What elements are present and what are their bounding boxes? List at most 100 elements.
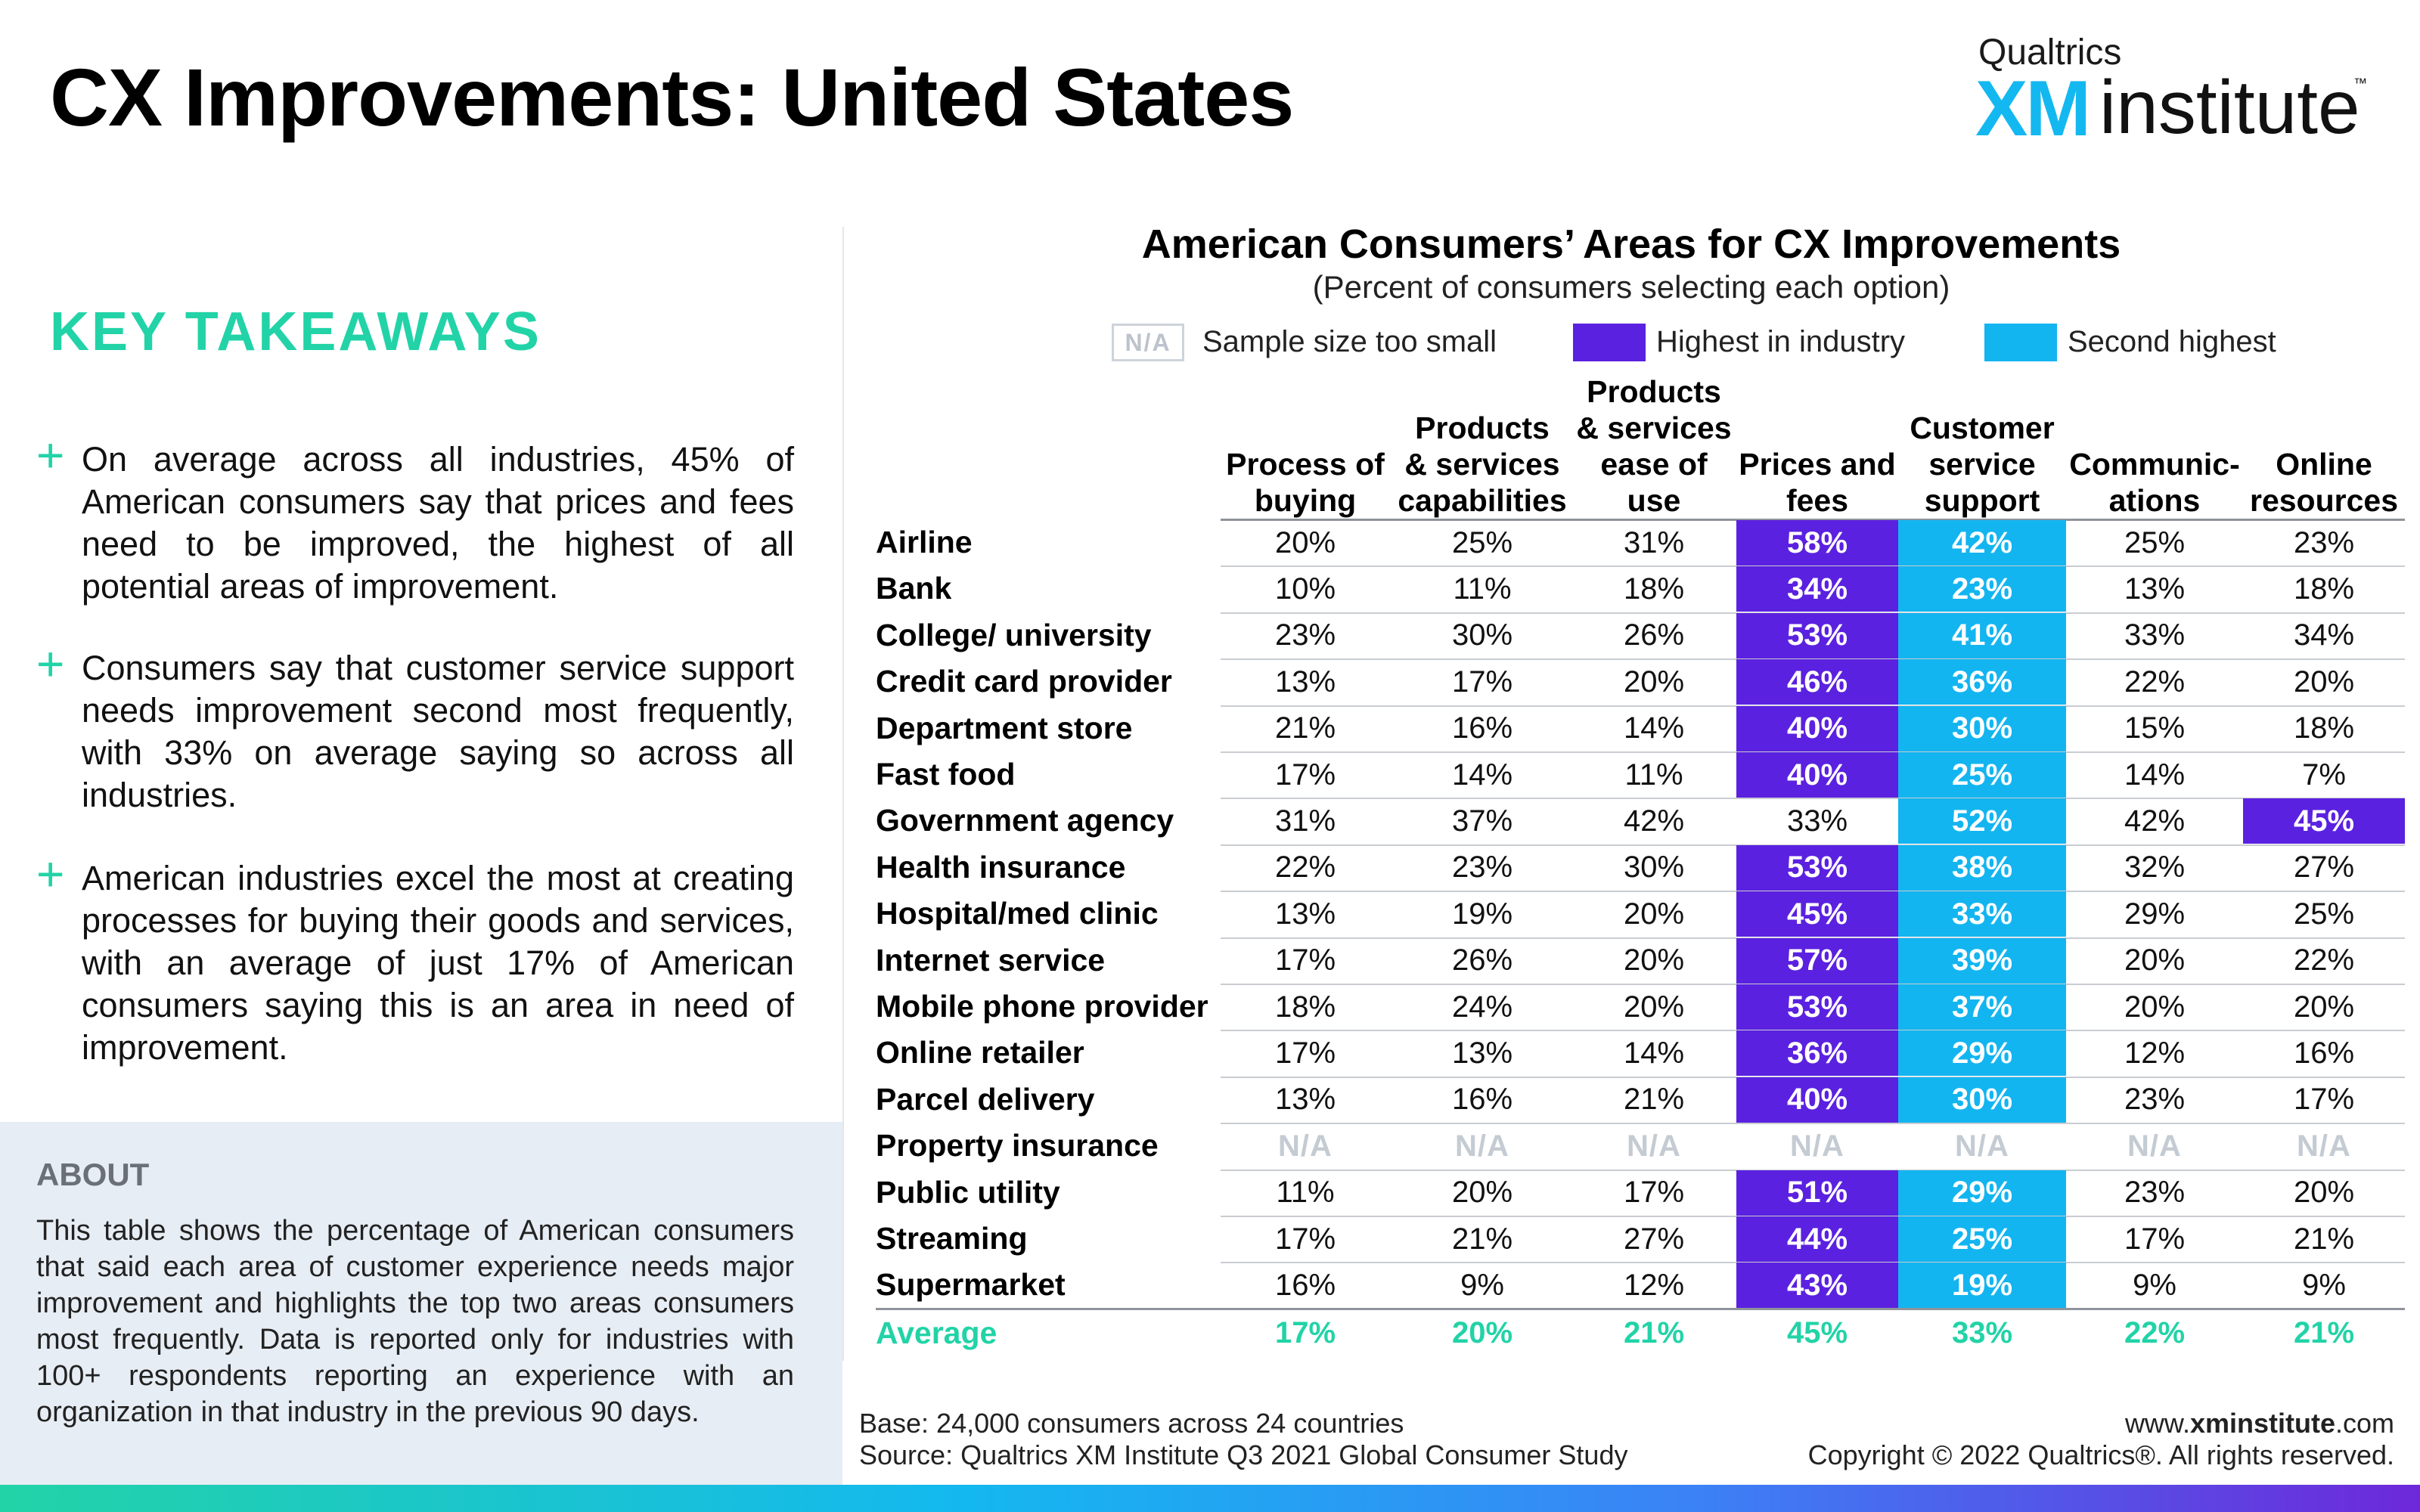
table-cell: 20% (1623, 990, 1685, 1024)
table-cell: 22% (2124, 665, 2186, 699)
footer-url[interactable]: www.xminstitute.com (2124, 1408, 2394, 1439)
takeaway-item: + Consumers say that customer service su… (36, 640, 794, 816)
table-cell: 53% (1736, 984, 1898, 1030)
table-cell: 11% (1624, 758, 1683, 792)
table-cell: 20% (1623, 665, 1685, 699)
table-cell: 21% (1623, 1083, 1685, 1117)
page-title: CX Improvements: United States (50, 51, 1294, 143)
table-cell: 38% (1898, 844, 2066, 891)
table-cell: 24% (1451, 990, 1513, 1024)
table-cell: 51% (1736, 1170, 1898, 1216)
table-cell: N/A (1955, 1129, 2009, 1163)
table-cell: 9% (2302, 1268, 2346, 1302)
table-cell: 16% (1451, 711, 1513, 745)
about-text: This table shows the percentage of Ameri… (36, 1215, 794, 1428)
table-cell: N/A (1790, 1129, 1844, 1163)
row-label: Bank (876, 571, 952, 606)
table-cell: N/A (1455, 1129, 1509, 1163)
table-cell: 53% (1736, 612, 1898, 658)
table-cell: 9% (1460, 1268, 1504, 1302)
table-cell: 40% (1736, 1077, 1898, 1123)
average-row-label: Average (876, 1315, 997, 1350)
column-header: Prices and fees (1739, 447, 1896, 518)
table-cell: 36% (1736, 1030, 1898, 1077)
table-cell: 30% (1898, 1077, 2066, 1123)
table-cell: 30% (1451, 618, 1513, 652)
table-cell: 21% (1451, 1222, 1513, 1256)
row-label: Parcel delivery (876, 1081, 1095, 1117)
row-label: Online retailer (876, 1035, 1084, 1070)
table-cell: 7% (2302, 758, 2346, 792)
table-cell: 20% (2124, 943, 2186, 978)
table-cell: 21% (2293, 1222, 2355, 1256)
row-label: Internet service (876, 942, 1106, 978)
table-cell: 39% (1898, 937, 2066, 984)
takeaway-item: + On average across all industries, 45% … (36, 431, 794, 608)
row-label: Fast food (876, 757, 1016, 792)
table-cell: 29% (1898, 1030, 2066, 1077)
legend-label-highest: Highest in industry (1656, 325, 1906, 358)
table-cell: 17% (1274, 943, 1336, 978)
table-cell: 25% (1898, 752, 2066, 798)
table-cell: 43% (1736, 1263, 1898, 1309)
table-cell: 26% (1623, 618, 1685, 652)
table-cell: 12% (1623, 1268, 1685, 1302)
table-cell: 17% (1451, 665, 1513, 699)
na-swatch-text: N/A (1125, 329, 1171, 356)
about-heading: ABOUT (36, 1157, 150, 1192)
table-cell: 20% (1623, 943, 1685, 978)
table-cell: 16% (1451, 1083, 1513, 1117)
logo-xm-text: XM (1975, 65, 2091, 153)
table-cell: 13% (1274, 1083, 1336, 1117)
table-cell: 31% (1274, 804, 1336, 838)
average-separator (876, 1307, 2405, 1310)
takeaway-text: Consumers say that customer service supp… (82, 649, 794, 814)
table-cell: 15% (2124, 711, 2186, 745)
table-cell: 10% (1274, 572, 1336, 606)
chart-title: American Consumers’ Areas for CX Improve… (1141, 222, 2121, 267)
table-cell: 17% (1274, 1222, 1336, 1256)
table-cell: 16% (2293, 1036, 2355, 1070)
table-cell: 23% (2124, 1083, 2186, 1117)
table-cell: 23% (2293, 525, 2355, 559)
table-cell: 42% (2124, 804, 2186, 838)
table-cell: 18% (2293, 572, 2355, 606)
row-label: Public utility (876, 1174, 1060, 1210)
about-panel: ABOUT This table shows the percentage of… (0, 1122, 842, 1485)
table-cell: 36% (1898, 659, 2066, 705)
table-cell: 33% (1898, 891, 2066, 937)
table-cell: 23% (1274, 618, 1336, 652)
table-cell: 25% (2124, 525, 2186, 559)
xm-institute-logo: Qualtrics XM institute ™ (1975, 30, 2369, 148)
table-cell: 17% (2124, 1222, 2186, 1256)
table-cell: 25% (1898, 1216, 2066, 1262)
row-label: Government agency (876, 803, 1174, 838)
table-cell: 31% (1623, 525, 1685, 559)
footer-source: Base: 24,000 consumers across 24 countri… (859, 1408, 1627, 1471)
column-header: Customer service support (1910, 411, 2055, 518)
table-cell: 40% (1736, 752, 1898, 798)
legend-label-second: Second highest (2068, 325, 2276, 358)
table-cell: 52% (1898, 798, 2066, 844)
table-cell: 30% (1623, 850, 1685, 885)
table-cell: N/A (2127, 1129, 2182, 1163)
table-cell: 45% (2243, 798, 2405, 844)
table-cell: N/A (1278, 1129, 1333, 1163)
table-cell: 18% (2293, 711, 2355, 745)
highest-swatch (1573, 324, 1646, 361)
logo-trademark: ™ (2353, 76, 2367, 91)
table-cell: 23% (1898, 566, 2066, 612)
table-cell: N/A (2297, 1129, 2351, 1163)
row-label: Property insurance (876, 1128, 1159, 1163)
footer-copyright: Copyright © 2022 Qualtrics®. All rights … (1807, 1439, 2394, 1470)
table-cell: 18% (1274, 990, 1336, 1024)
average-cell: 33% (1951, 1316, 2013, 1350)
row-label: Streaming (876, 1221, 1028, 1256)
table-cell: 22% (1274, 850, 1336, 885)
table-cell: 34% (1736, 566, 1898, 612)
table-cell: 20% (1623, 897, 1685, 931)
table-cell: 42% (1623, 804, 1685, 838)
table-cell: 57% (1736, 937, 1898, 984)
table-cell: 17% (1623, 1176, 1685, 1210)
row-label: Health insurance (876, 849, 1126, 885)
